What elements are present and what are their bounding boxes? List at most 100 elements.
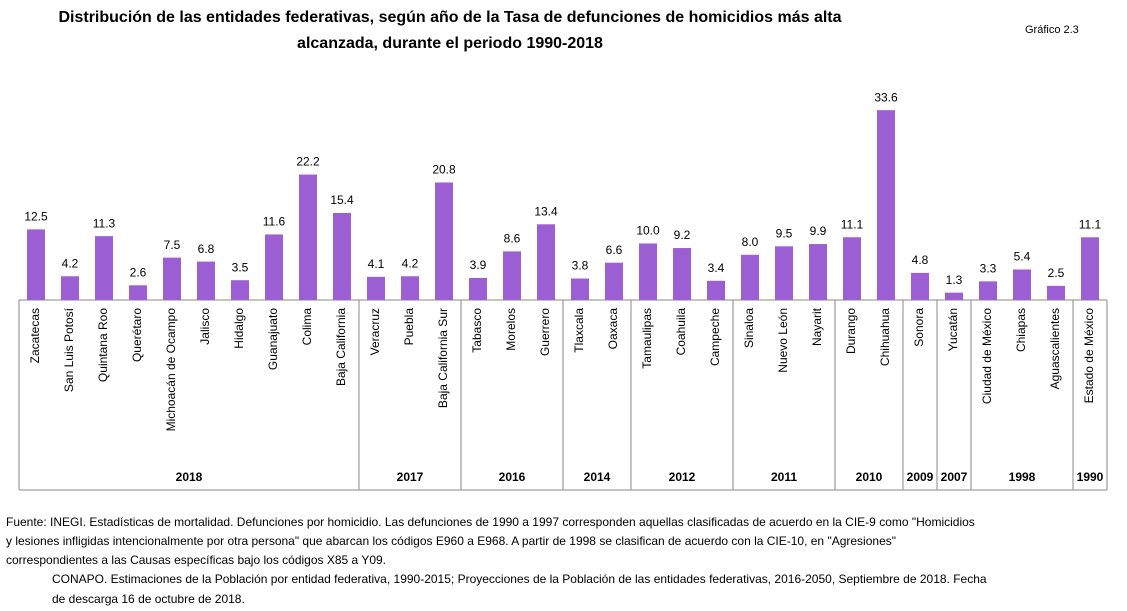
group-label: 1990 <box>1077 470 1104 484</box>
value-label: 11.6 <box>263 215 286 229</box>
bar <box>401 276 419 300</box>
x-tick-label: Guanajuato <box>266 308 280 370</box>
bar <box>1081 237 1099 300</box>
bar <box>503 251 521 300</box>
bar <box>537 224 555 300</box>
group-label: 2016 <box>499 470 526 484</box>
group-label: 2009 <box>907 470 934 484</box>
group-label: 2014 <box>584 470 611 484</box>
value-label: 20.8 <box>432 163 456 177</box>
value-label: 9.9 <box>810 224 827 238</box>
bar <box>367 276 385 300</box>
x-tick-label: Chihuahua <box>878 308 892 366</box>
group-label: 2011 <box>771 470 797 484</box>
value-label: 4.2 <box>402 256 419 270</box>
bar <box>945 292 963 300</box>
value-label: 2.5 <box>1048 266 1065 280</box>
value-label: 11.1 <box>1079 217 1102 231</box>
bar <box>95 236 113 300</box>
value-label: 11.1 <box>841 217 864 231</box>
bar <box>333 212 351 300</box>
chart-title: Distribución de las entidades federativa… <box>58 9 841 26</box>
bar <box>27 229 45 300</box>
bar <box>809 244 827 300</box>
x-tick-label: Veracruz <box>368 308 382 355</box>
bar <box>163 257 181 300</box>
value-label: 11.3 <box>93 216 116 230</box>
x-tick-label: Baja California Sur <box>436 308 450 408</box>
x-tick-label: Chiapas <box>1014 308 1028 352</box>
bar <box>1047 285 1065 300</box>
x-tick-label: Oaxaca <box>606 308 620 350</box>
value-label: 5.4 <box>1014 250 1031 264</box>
value-label: 6.6 <box>606 243 623 257</box>
bar <box>197 261 215 300</box>
value-label: 10.0 <box>636 224 660 238</box>
bar <box>639 243 657 300</box>
bar <box>775 246 793 300</box>
x-tick-label: Morelos <box>504 308 518 351</box>
x-tick-label: Tabasco <box>470 308 484 353</box>
x-tick-label: Puebla <box>402 308 416 346</box>
value-label: 15.4 <box>330 193 354 207</box>
value-label: 1.3 <box>946 273 963 287</box>
bar <box>265 234 283 300</box>
x-tick-label: Zacatecas <box>28 308 42 363</box>
value-label: 3.5 <box>232 260 249 274</box>
group-label: 2017 <box>397 470 424 484</box>
bar <box>673 248 691 300</box>
x-tick-label: Nuevo León <box>776 308 790 373</box>
bar <box>741 254 759 300</box>
x-tick-label: Durango <box>844 308 858 354</box>
x-tick-label: Tamaulipas <box>640 308 654 369</box>
bar <box>129 285 147 300</box>
chart-subtitle: alcanzada, durante el periodo 1990-2018 <box>297 35 603 52</box>
value-label: 3.9 <box>470 258 487 272</box>
figure-label: Gráfico 2.3 <box>1025 24 1079 36</box>
value-label: 8.6 <box>504 232 521 246</box>
note: correspondientes a las Causas específica… <box>6 553 386 567</box>
value-label: 4.2 <box>62 256 79 270</box>
note: y lesiones infligidas intencionalmente p… <box>6 534 896 548</box>
group-label: 1998 <box>1009 470 1036 484</box>
note: Fuente: INEGI. Estadísticas de mortalida… <box>6 515 975 529</box>
bar <box>469 277 487 300</box>
bar <box>979 281 997 300</box>
bar <box>435 182 453 300</box>
x-tick-label: Aguascalientes <box>1048 308 1062 389</box>
value-label: 3.3 <box>980 262 997 276</box>
bar <box>877 110 895 300</box>
value-label: 9.2 <box>674 228 691 242</box>
x-tick-label: Yucatán <box>946 308 960 351</box>
bar <box>605 262 623 300</box>
x-tick-label: Quintana Roo <box>96 308 110 382</box>
x-tick-label: Sonora <box>912 308 926 347</box>
bar <box>571 278 589 300</box>
x-tick-label: Michoacán de Ocampo <box>164 308 178 432</box>
value-label: 22.2 <box>296 155 320 169</box>
x-tick-label: Colima <box>300 308 314 346</box>
bar <box>299 174 317 300</box>
bar <box>1013 269 1031 300</box>
x-tick-label: Estado de México <box>1082 308 1096 404</box>
value-label: 6.8 <box>198 242 215 256</box>
value-label: 12.5 <box>24 210 48 224</box>
x-tick-label: Nayarit <box>810 307 824 346</box>
x-tick-label: Baja California <box>334 308 348 386</box>
x-tick-label: Tlaxcala <box>572 308 586 353</box>
x-tick-label: Jalisco <box>198 308 212 345</box>
group-label: 2007 <box>941 470 968 484</box>
value-label: 7.5 <box>164 238 181 252</box>
value-label: 4.1 <box>368 257 385 271</box>
bar <box>843 237 861 300</box>
x-tick-label: Guerrero <box>538 308 552 356</box>
value-label: 4.8 <box>912 253 929 267</box>
group-label: 2012 <box>669 470 696 484</box>
value-label: 8.0 <box>742 235 759 249</box>
x-tick-label: Coahuila <box>674 308 688 356</box>
x-tick-label: Sinaloa <box>742 308 756 348</box>
value-label: 3.8 <box>572 259 589 273</box>
group-label: 2010 <box>856 470 883 484</box>
value-label: 33.6 <box>874 90 898 104</box>
